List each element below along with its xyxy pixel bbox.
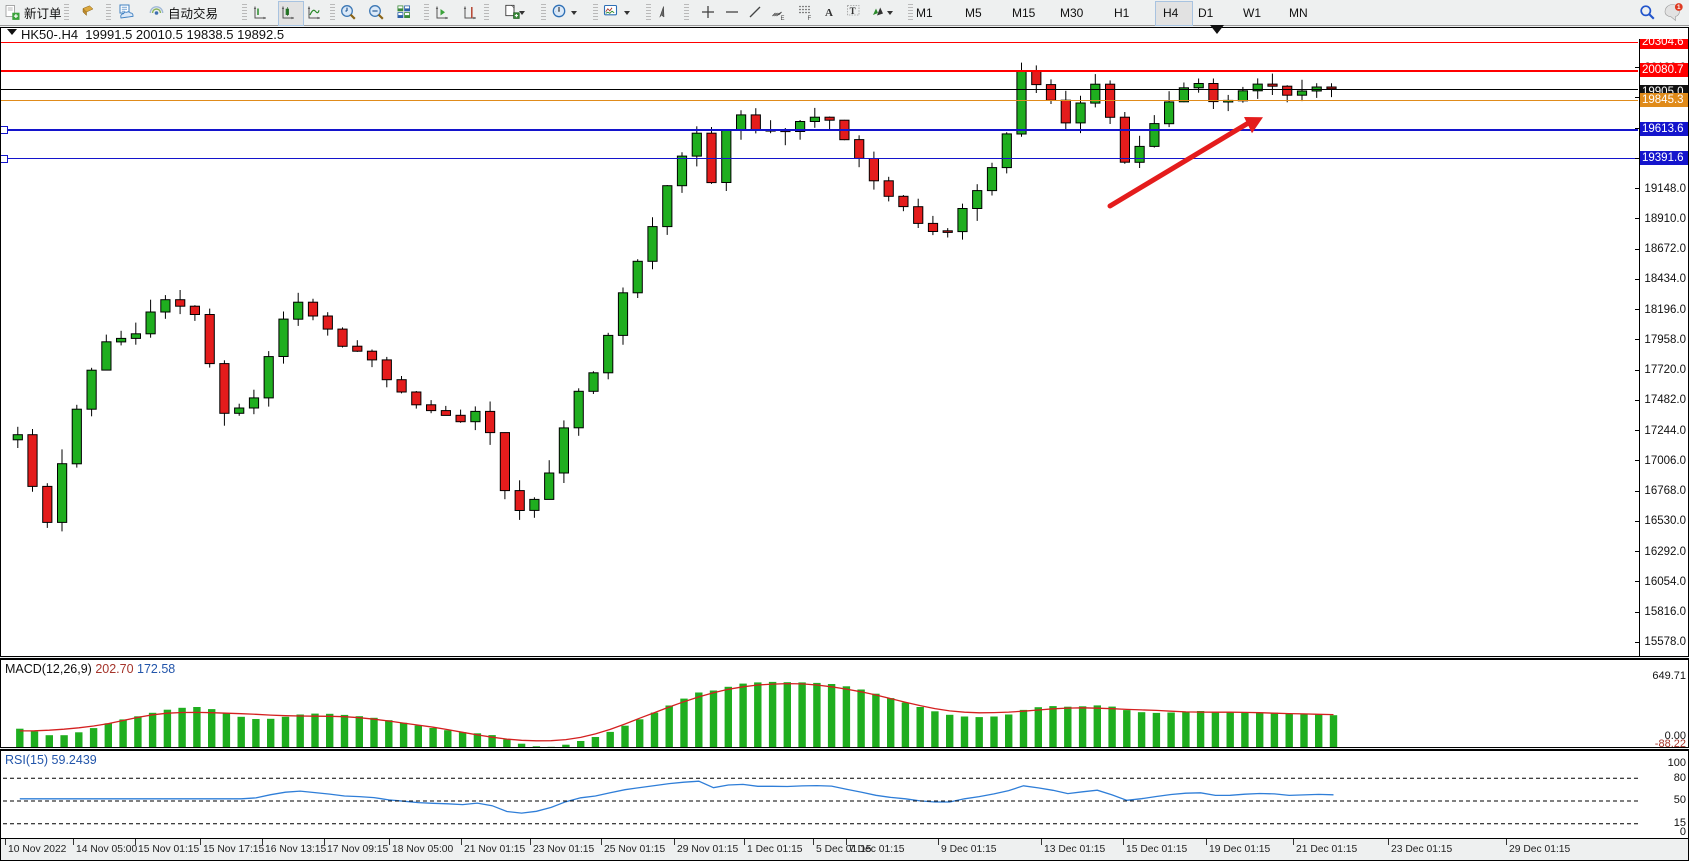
svg-text:F: F <box>808 16 812 21</box>
svg-text:1: 1 <box>1677 4 1681 11</box>
svg-text:A: A <box>825 7 833 19</box>
svg-text:T: T <box>850 6 856 16</box>
svg-text:E: E <box>781 16 785 21</box>
